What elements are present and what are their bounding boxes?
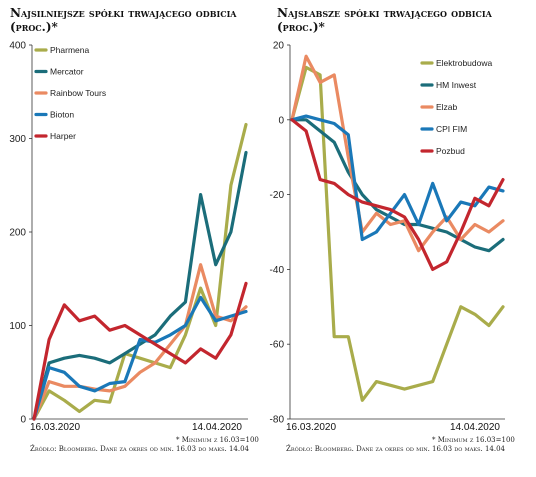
- right-source-note: Źródło: Bloomberg. Dane za okres od min.…: [286, 445, 505, 453]
- left-footnote: * Minimum z 16.03=100: [176, 436, 259, 444]
- series-line-pozbud: [290, 118, 505, 271]
- y-tick-label: 400: [9, 41, 26, 52]
- series-line-elzab: [290, 54, 505, 253]
- legend-label: Pozbud: [436, 146, 465, 156]
- chart-right: -80 -60 -40 -20 0 20 16.03.2020 14.04.2020 Elekt…: [270, 41, 505, 433]
- series-line-elektrobudowa: [290, 65, 505, 402]
- chart-left: 0 100 200 300 400 16.03.2020 14.04.2020 Pharmen…: [9, 41, 248, 433]
- series-line-mercator: [32, 150, 248, 421]
- legend-label: HM Inwest: [436, 80, 477, 90]
- right-chart-title: Najsłabsze spółki trwającego odbicia: [277, 6, 492, 20]
- series-line-hm-inwest: [290, 118, 505, 253]
- legend-label: Pharmena: [50, 45, 89, 55]
- left-source-note: Źródło: Bloomberg. Dane za okres od min.…: [30, 445, 249, 453]
- legend-label: Bioton: [50, 110, 74, 120]
- right-footnote: * Minimum z 16.03=100: [432, 436, 515, 444]
- x-end-date-label: 14.04.2020: [450, 422, 500, 433]
- legend-label: CPI FIM: [436, 124, 467, 134]
- y-tick-label: 20: [273, 41, 285, 52]
- y-tick-label: -80: [270, 415, 285, 426]
- series-line-harper: [32, 281, 248, 421]
- y-tick-label: 200: [9, 228, 26, 239]
- left-chart-title: Najsilniejsze spółki trwającego odbicia: [10, 6, 237, 20]
- x-end-date-label: 14.04.2020: [192, 422, 242, 433]
- legend-label: Elzab: [436, 102, 458, 112]
- legend-label: Elektrobudowa: [436, 58, 493, 68]
- y-tick-label: -20: [270, 190, 285, 201]
- y-tick-label: 300: [9, 134, 26, 145]
- legend-label: Mercator: [50, 67, 84, 77]
- y-tick-label: -40: [270, 265, 285, 276]
- legend-label: Harper: [50, 131, 76, 141]
- y-tick-label: 100: [9, 321, 26, 332]
- x-start-date-label: 16.03.2020: [30, 422, 80, 433]
- series-line-rainbow-tours: [32, 263, 248, 421]
- y-tick-label: -60: [270, 340, 285, 351]
- right-chart-subtitle: (proc.)*: [277, 20, 325, 34]
- y-tick-label: 0: [278, 115, 284, 126]
- x-start-date-label: 16.03.2020: [286, 422, 336, 433]
- series-line-cpi-fim: [290, 114, 505, 242]
- series-line-bioton: [32, 295, 248, 421]
- legend-label: Rainbow Tours: [50, 88, 106, 98]
- y-tick-label: 0: [20, 415, 26, 426]
- left-chart-subtitle: (proc.)*: [10, 20, 58, 34]
